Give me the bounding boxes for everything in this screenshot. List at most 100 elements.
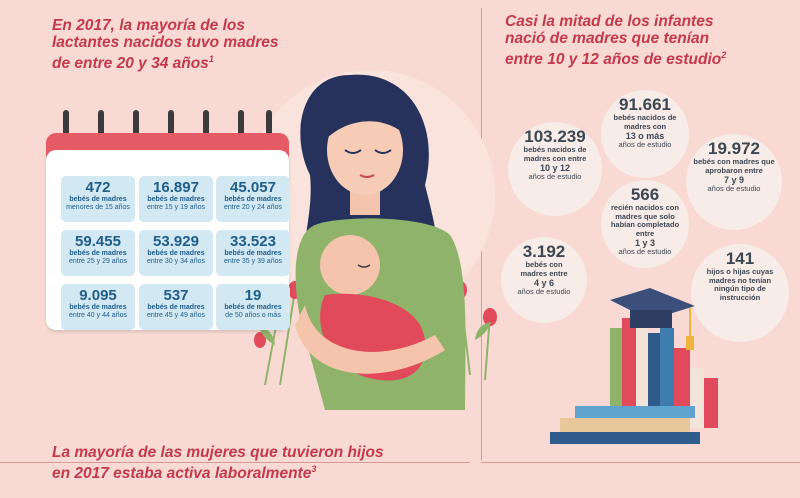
cell-value: 472 [85, 179, 111, 196]
edu-range: 4 y 6 [533, 278, 555, 288]
calendar-cell: 59.455 bebés de madres entre 25 y 29 años [61, 230, 135, 276]
education-stat: 141 hijos o hijas cuyas madres no tenían ni… [695, 250, 785, 302]
cell-sublabel: entre 35 y 39 años [224, 258, 282, 265]
calendar-cell: 537 bebés de madres entre 45 y 49 años [139, 284, 213, 330]
edu-text: madres con [623, 121, 667, 131]
cell-sublabel: entre 25 y 29 años [69, 258, 127, 265]
baby-head [320, 235, 380, 295]
cell-sublabel: menores de 15 años [66, 204, 130, 211]
edu-text: años de estudio [528, 172, 582, 181]
book [610, 328, 622, 408]
edu-text: bebés nacidos de [523, 145, 587, 154]
cell-label: bebés de madres [69, 304, 127, 311]
eyes [344, 149, 392, 154]
books-stack-illustration [550, 288, 718, 444]
edu-value: 3.192 [522, 242, 566, 261]
cell-sublabel: entre 45 y 49 años [147, 312, 205, 319]
cell-label: bebés de madres [147, 196, 205, 203]
edu-text: bebés con [525, 260, 563, 269]
graduation-cap-icon [610, 288, 695, 320]
separator-horizontal-right [481, 462, 800, 463]
education-bubble [601, 90, 689, 178]
edu-range: 1 y 3 [634, 238, 656, 248]
baby-eye [357, 264, 371, 268]
book-flat [560, 418, 690, 432]
edu-value: 566 [630, 185, 660, 204]
graduation-cap-base [630, 310, 672, 328]
heading-left-text: En 2017, la mayoría de los lactantes nac… [52, 17, 279, 73]
book-flat [550, 432, 700, 444]
edu-text: madres no tenían [708, 275, 772, 285]
cell-label: bebés de madres [69, 196, 127, 203]
heading-bottom: La mayoría de las mujeres que tuvieron h… [52, 444, 392, 482]
calendar-cell: 45.057 bebés de madres entre 20 y 24 años [216, 176, 290, 222]
education-bubble [501, 237, 587, 323]
book [636, 328, 648, 408]
cell-value: 16.897 [153, 179, 199, 196]
edu-range: 13 o más [625, 131, 665, 141]
cell-sublabel: de 50 años o más [225, 312, 281, 319]
calendar-cell: 33.523 bebés de madres entre 35 y 39 años [216, 230, 290, 276]
book [674, 348, 690, 408]
education-stat: 103.239 bebés nacidos de madres con entre 1… [512, 128, 598, 182]
edu-text: habían completado entre [610, 220, 680, 238]
heading-right: Casi la mitad de los infantes nació de m… [505, 13, 735, 68]
book-flat [575, 406, 695, 418]
cell-sublabel: entre 40 y 44 años [69, 312, 127, 319]
mother-baby-illustration [245, 70, 497, 410]
edu-text: recién nacidos con [611, 203, 679, 212]
cell-label: bebés de madres [147, 304, 205, 311]
book [690, 368, 704, 428]
book [622, 318, 636, 408]
calendar-cell: 472 bebés de madres menores de 15 años [61, 176, 135, 222]
cell-value: 19 [244, 287, 262, 304]
calendar-cell: 19 bebés de madres de 50 años o más [216, 284, 290, 330]
separator-horizontal-left [0, 462, 470, 463]
cell-sublabel: entre 30 y 34 años [147, 258, 205, 265]
edu-range: 10 y 12 [539, 163, 571, 173]
education-bubble [601, 180, 689, 268]
edu-text: años de estudio [707, 184, 761, 193]
heading-left: En 2017, la mayoría de los lactantes nac… [52, 17, 292, 72]
tassel-end [686, 336, 694, 350]
education-stat: 566 recién nacidos con madres que solo habí… [605, 186, 685, 257]
edu-text: aprobaron entre [705, 165, 763, 175]
cell-label: bebés de madres [224, 250, 282, 257]
edu-range: 7 y 9 [723, 175, 745, 185]
edu-text: ningún tipo de [714, 284, 766, 293]
heading-bottom-text: La mayoría de las mujeres que tuvieron h… [52, 444, 384, 483]
education-bubble [691, 244, 789, 342]
cell-value: 59.455 [75, 233, 121, 250]
education-bubble [686, 134, 782, 230]
cell-value: 33.523 [230, 233, 276, 250]
heading-left-note: 1 [208, 54, 214, 64]
edu-value: 103.239 [524, 127, 586, 146]
edu-value: 91.661 [619, 95, 671, 114]
edu-value: 141 [725, 249, 755, 268]
edu-text: madres con entre [523, 153, 587, 163]
calendar-cell: 16.897 bebés de madres entre 15 y 19 años [139, 176, 213, 222]
calendar-ring [98, 110, 104, 138]
calendar-ring [203, 110, 209, 138]
face [327, 105, 403, 195]
edu-text: bebés con madres que [693, 157, 775, 166]
education-stat: 19.972 bebés con madres que aprobaron entr… [690, 140, 778, 194]
calendar-ring [63, 110, 69, 138]
education-bubble [508, 122, 602, 216]
heading-right-note: 2 [721, 50, 727, 60]
cell-label: bebés de madres [224, 196, 282, 203]
mouth [359, 174, 375, 178]
cell-value: 53.929 [153, 233, 199, 250]
calendar-cell: 53.929 bebés de madres entre 30 y 34 años [139, 230, 213, 276]
education-stat: 91.661 bebés nacidos de madres con 13 o más… [605, 96, 685, 150]
heading-right-text: Casi la mitad de los infantes nació de m… [505, 13, 722, 69]
mother-arm [295, 305, 445, 374]
fringe [325, 104, 410, 140]
calendar-ring [266, 110, 272, 138]
calendar-ring [238, 110, 244, 138]
cell-value: 9.095 [79, 287, 117, 304]
edu-text: hijos o hijas cuyas [706, 267, 774, 276]
edu-text: años de estudio [618, 140, 672, 149]
book [704, 378, 718, 428]
edu-text: años de estudio [517, 287, 571, 296]
